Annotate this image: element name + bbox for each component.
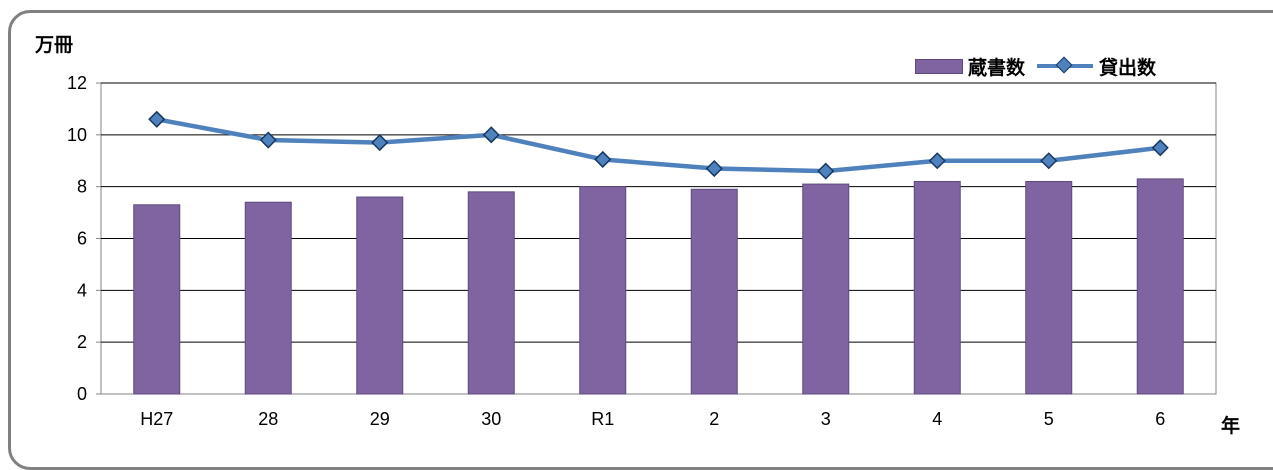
- bar: [913, 180, 961, 395]
- line-point: [259, 131, 277, 149]
- y-tick-label: 12: [67, 73, 87, 93]
- y-tick-label: 6: [77, 229, 87, 249]
- line-point: [705, 159, 723, 178]
- x-tick-label: 3: [821, 409, 831, 429]
- legend-item-line: 貸出数: [1025, 53, 1156, 80]
- x-tick-label: 30: [481, 409, 501, 429]
- bar: [1136, 178, 1184, 395]
- y-tick-label: 4: [77, 280, 87, 300]
- x-tick-label: 5: [1044, 409, 1054, 429]
- legend-bar-label: 蔵書数: [968, 57, 1026, 79]
- line-path: [156, 117, 1161, 174]
- y-tick-label: 0: [77, 384, 87, 404]
- y-tick-labels: 0 2 4 6 8 10 12: [67, 73, 87, 404]
- y-tick-label: 8: [77, 177, 87, 197]
- line-point: [482, 126, 500, 144]
- bar: [579, 186, 627, 395]
- x-tick-label: H27: [140, 409, 173, 429]
- line-point: [1040, 152, 1058, 170]
- y-axis-unit: 万冊: [35, 35, 74, 56]
- legend-item-bar: 蔵書数: [915, 53, 1025, 80]
- bar: [802, 183, 850, 395]
- line-point: [928, 152, 946, 170]
- diamond-marker-icon: [1055, 56, 1073, 74]
- line-point: [371, 134, 389, 152]
- y-tick-label: 10: [67, 125, 87, 145]
- bar: [467, 191, 515, 395]
- line-point: [817, 162, 835, 180]
- x-tick-label: 28: [258, 409, 278, 429]
- x-tick-label: 29: [370, 409, 390, 429]
- legend-bar-swatch: [915, 58, 963, 74]
- y-tick-label: 2: [77, 332, 87, 352]
- chart: 0 2 4 6 8 10 12 H27 28 29 30 R1 2 3 4 5 6: [67, 73, 1217, 429]
- bar: [1025, 180, 1073, 395]
- x-tick-labels: H27 28 29 30 R1 2 3 4 5 6: [140, 409, 1165, 429]
- bar-series: [133, 178, 1184, 395]
- x-axis-unit: 年: [1221, 416, 1241, 437]
- x-tick-label: 6: [1155, 409, 1165, 429]
- x-tick-label: 2: [709, 409, 719, 429]
- legend-line-label: 貸出数: [1099, 57, 1157, 79]
- line-series: [148, 110, 1169, 180]
- bar: [690, 188, 738, 395]
- legend-line-swatch: [1037, 56, 1094, 76]
- line-point: [1151, 139, 1169, 157]
- bar: [356, 196, 404, 395]
- x-tick-label: R1: [591, 409, 614, 429]
- bar: [133, 204, 181, 395]
- bar: [244, 201, 292, 395]
- legend: 蔵書数 貸出数: [915, 53, 1156, 79]
- line-point: [594, 150, 612, 169]
- line-point: [148, 110, 166, 128]
- x-tick-label: 4: [932, 409, 942, 429]
